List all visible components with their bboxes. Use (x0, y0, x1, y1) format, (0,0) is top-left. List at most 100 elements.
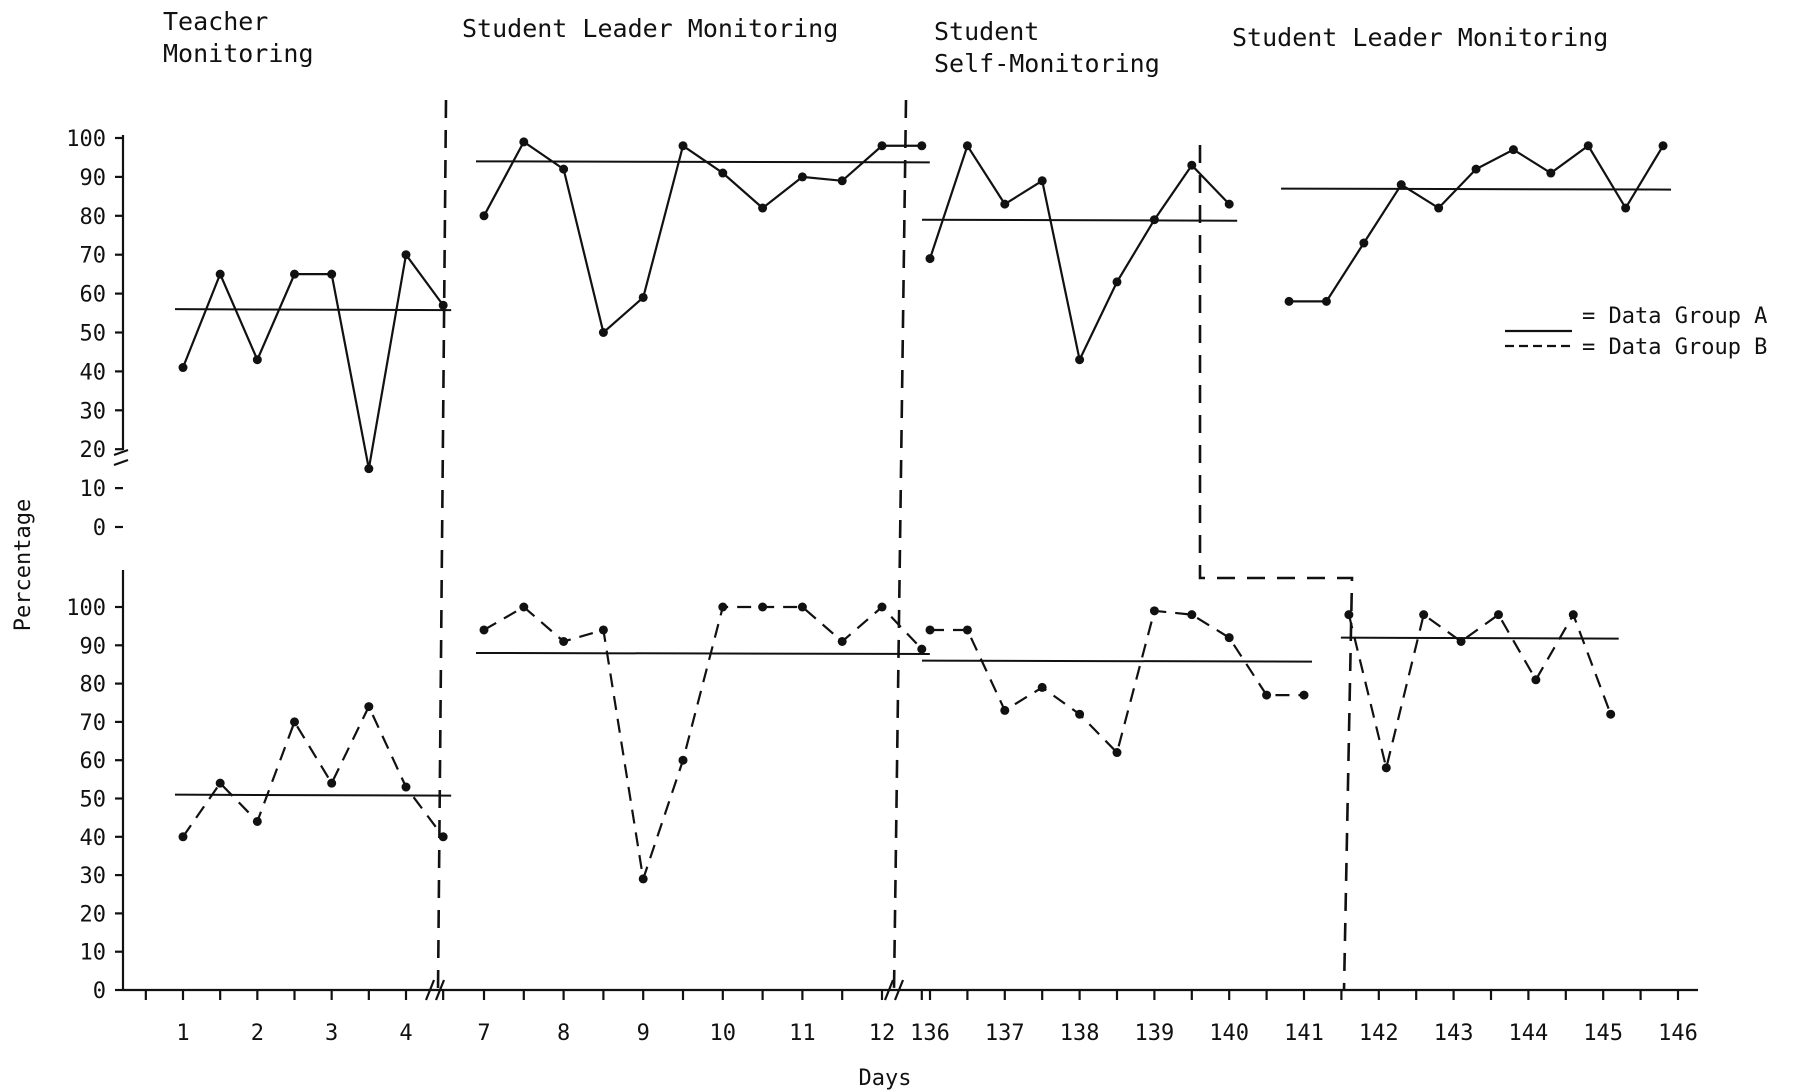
x-tick-label: 137 (985, 1021, 1025, 1046)
top-data-point (962, 141, 972, 151)
y-tick-label: 40 (80, 826, 107, 851)
x-tick-label: 8 (557, 1021, 570, 1046)
y-tick-label: 50 (80, 322, 107, 347)
top-data-point (1546, 168, 1556, 178)
top-data-point (1508, 145, 1518, 155)
phase-change-line-1 (436, 99, 448, 991)
top-data-point (1321, 296, 1331, 306)
bottom-mean-line-phase-2 (475, 651, 930, 655)
bottom-data-point (1224, 633, 1234, 643)
y-tick-label: 30 (80, 864, 107, 889)
top-data-point (1112, 277, 1122, 287)
x-tick-label: 145 (1583, 1021, 1623, 1046)
bottom-data-point (1075, 709, 1085, 719)
y-tick-label: 0 (93, 516, 106, 541)
x-tick-label: 12 (869, 1021, 896, 1046)
top-data-point (925, 254, 935, 264)
phase-title-4: Student Leader Monitoring (1232, 23, 1608, 52)
top-data-point (178, 363, 188, 373)
top-data-point (1075, 355, 1085, 365)
y-tick-label: 70 (80, 711, 107, 736)
phase-title-1: Teacher (163, 7, 268, 36)
y-tick-label: 40 (80, 360, 107, 385)
top-data-point (1434, 203, 1444, 213)
top-data-point (290, 269, 299, 279)
y-axis-break-2 (113, 458, 129, 467)
bottom-data-point (718, 602, 728, 612)
bottom-data-point (962, 625, 972, 635)
top-data-point (364, 464, 374, 474)
x-tick-label: 142 (1359, 1021, 1399, 1046)
y-tick-label: 20 (80, 902, 107, 927)
top-data-point (1224, 199, 1234, 209)
phase-change-line-3 (1198, 145, 1354, 991)
top-data-point (327, 269, 337, 279)
bottom-data-point (797, 602, 807, 612)
x-axis-break-2b (893, 979, 905, 1001)
y-tick-label: 60 (80, 283, 107, 308)
top-data-point (837, 176, 847, 186)
y-tick-label: 100 (66, 127, 106, 152)
bottom-data-point (925, 625, 935, 635)
bottom-series-phase-3 (930, 609, 1304, 755)
top-data-point (598, 328, 608, 337)
y-tick-label: 30 (80, 399, 107, 424)
top-data-point (401, 250, 411, 260)
phase-titles: Teacher Monitoring Student Leader Monitori… (163, 7, 1608, 78)
y-tick-label: 0 (93, 979, 106, 1004)
y-tick-label: 20 (80, 438, 107, 463)
top-data-point (1471, 164, 1481, 174)
x-axis-break-1a (424, 979, 436, 1001)
y-tick-label: 70 (80, 244, 107, 269)
bottom-data-point (877, 602, 887, 612)
bottom-mean-line-phase-3 (921, 659, 1313, 663)
y-tick-label: 60 (80, 749, 107, 774)
top-data-point (438, 300, 448, 310)
top-data-point (1000, 199, 1010, 209)
y-axis-break-1 (113, 448, 129, 457)
bottom-data-point (1493, 610, 1503, 620)
x-tick-label: 11 (789, 1021, 816, 1046)
y-tick-label: 80 (80, 673, 107, 698)
bottom-data-point (837, 636, 847, 646)
top-data-point (215, 269, 225, 279)
x-ticks: 1 2 3 4 7 8 9 10 11 12 136 137 138 139 140 141 142 143 144… (144, 990, 1698, 1046)
top-data-point (1187, 160, 1197, 170)
bottom-series-phase-2 (483, 605, 923, 880)
bottom-data-point (215, 778, 225, 788)
bottom-data-point (1381, 763, 1391, 773)
bottom-data-point (401, 782, 411, 792)
x-tick-label: 1 (176, 1021, 189, 1046)
x-tick-label: 3 (325, 1021, 338, 1046)
top-data-point (1396, 180, 1406, 190)
x-tick-label: 144 (1509, 1021, 1549, 1046)
top-data-point (718, 168, 728, 178)
x-axis-title: Days (859, 1066, 912, 1091)
y-tick-label: 100 (66, 596, 106, 621)
phase-title-3: Student (934, 17, 1039, 46)
x-tick-label: 4 (399, 1021, 412, 1046)
bottom-data-point (1149, 606, 1159, 616)
bottom-data-point (252, 816, 262, 826)
bottom-data-point (758, 602, 768, 612)
axes (113, 135, 1698, 1001)
bottom-data-point (559, 636, 569, 646)
series-layer (174, 137, 1672, 884)
bottom-data-point (598, 625, 608, 635)
bottom-data-point (1531, 675, 1541, 685)
top-data-point (797, 172, 807, 182)
bottom-mean-line-phase-4 (1340, 636, 1619, 640)
y-tick-label: 50 (80, 788, 107, 813)
top-mean-line-phase-1 (174, 308, 452, 312)
top-data-point (917, 141, 927, 151)
bottom-data-point (479, 625, 489, 635)
bottom-data-point (438, 832, 448, 842)
x-tick-label: 141 (1284, 1021, 1324, 1046)
bottom-data-point (917, 644, 927, 654)
x-tick-label: 146 (1658, 1021, 1698, 1046)
phase-title-2: Student Leader Monitoring (462, 14, 838, 43)
bottom-data-point (178, 832, 188, 842)
top-data-point (758, 203, 768, 213)
phase-change-lines (436, 99, 1354, 991)
